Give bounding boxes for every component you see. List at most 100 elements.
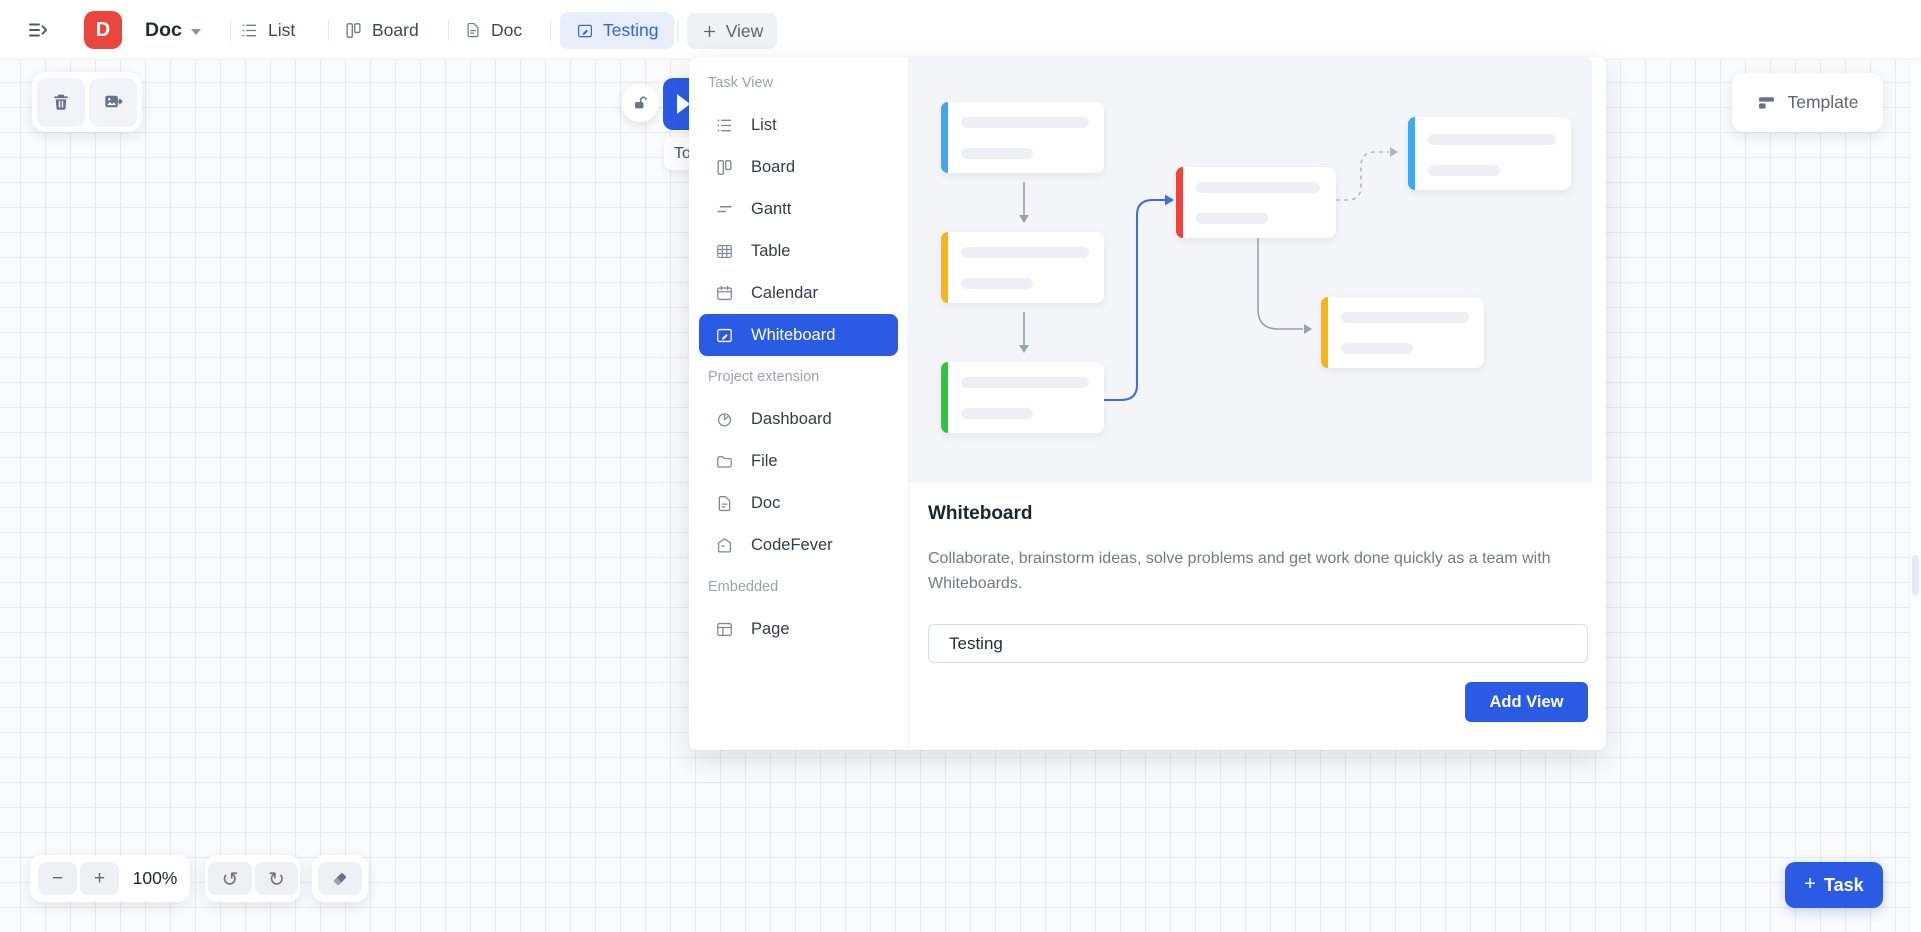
scrollbar-thumb[interactable] xyxy=(1912,555,1919,595)
table-icon xyxy=(715,242,734,261)
menu-item-dashboard[interactable]: Dashboard xyxy=(699,398,898,440)
menu-item-list[interactable]: List xyxy=(699,104,898,146)
plus-icon: + xyxy=(1804,872,1816,895)
preview-card xyxy=(941,102,1104,173)
template-button[interactable]: Template xyxy=(1732,73,1883,132)
view-button-label: View xyxy=(725,20,764,41)
view-type-title: Whiteboard xyxy=(928,503,1033,524)
zoom-in-button[interactable]: + xyxy=(80,862,119,895)
view-type-menu: Task View List Board Gantt Table Calenda… xyxy=(689,57,909,750)
view-name-input[interactable] xyxy=(928,624,1588,663)
eraser-button[interactable] xyxy=(318,862,362,895)
menu-item-label: Calendar xyxy=(751,283,818,302)
canvas-toolbar xyxy=(32,72,142,132)
eraser-icon xyxy=(329,868,351,890)
doc-title-text: Doc xyxy=(145,18,182,41)
menu-item-label: Doc xyxy=(751,493,781,512)
whiteboard-preview-illustration xyxy=(909,57,1592,483)
menu-item-label: Dashboard xyxy=(751,409,832,428)
menu-item-label: File xyxy=(751,451,778,470)
plus-icon xyxy=(701,23,718,40)
zoom-controls: − + 100% xyxy=(30,855,190,902)
preview-card xyxy=(1408,117,1571,190)
list-icon xyxy=(715,116,734,135)
preview-card xyxy=(941,362,1104,433)
export-image-icon xyxy=(102,91,125,114)
tab-testing-active[interactable]: Testing xyxy=(560,12,675,49)
menu-item-file[interactable]: File xyxy=(699,440,898,482)
menu-item-table[interactable]: Table xyxy=(699,230,898,272)
codefever-icon xyxy=(715,536,734,555)
menu-item-label: CodeFever xyxy=(751,535,833,554)
divider xyxy=(677,20,678,41)
list-icon xyxy=(240,21,259,40)
tab-label: Testing xyxy=(603,20,659,40)
trash-icon xyxy=(50,91,72,113)
menu-section-title: Project extension xyxy=(708,369,820,385)
menu-item-label: Table xyxy=(751,241,791,260)
menu-item-page[interactable]: Page xyxy=(699,608,898,650)
export-image-button[interactable] xyxy=(89,77,137,127)
menu-section-title: Task View xyxy=(708,75,774,91)
board-icon xyxy=(344,21,363,40)
gantt-icon xyxy=(715,200,734,219)
menu-item-label: Gantt xyxy=(751,199,792,218)
delete-button[interactable] xyxy=(37,77,85,127)
menu-item-board[interactable]: Board xyxy=(699,146,898,188)
add-view-button[interactable]: Add View xyxy=(1465,682,1588,722)
divider xyxy=(448,20,449,41)
view-type-description: Collaborate, brainstorm ideas, solve pro… xyxy=(928,550,1551,592)
whiteboard-icon xyxy=(576,22,594,40)
expand-sidebar-icon[interactable] xyxy=(24,16,52,44)
top-bar: D Doc List Board Doc Testing View xyxy=(0,0,1921,60)
template-label: Template xyxy=(1787,92,1859,112)
history-controls: ↺ ↻ xyxy=(205,855,300,902)
dashboard-icon xyxy=(715,410,734,429)
menu-item-codefever[interactable]: CodeFever xyxy=(699,524,898,566)
eraser-controls xyxy=(312,855,368,902)
zoom-out-button[interactable]: − xyxy=(38,862,77,895)
menu-item-calendar[interactable]: Calendar xyxy=(699,272,898,314)
doc-icon xyxy=(464,21,482,39)
menu-item-whiteboard-selected[interactable]: Whiteboard xyxy=(699,314,898,356)
preview-card xyxy=(941,232,1104,303)
whiteboard-icon xyxy=(715,326,734,345)
tab-label: Board xyxy=(372,19,419,40)
menu-item-gantt[interactable]: Gantt xyxy=(699,188,898,230)
template-icon xyxy=(1756,92,1777,113)
menu-item-label: Board xyxy=(751,157,796,176)
preview-card xyxy=(1321,297,1484,368)
redo-button[interactable]: ↻ xyxy=(255,862,298,895)
undo-icon: ↺ xyxy=(221,866,239,891)
chevron-down-icon xyxy=(190,28,201,35)
tab-label: List xyxy=(268,19,296,40)
scrollbar-track[interactable] xyxy=(1909,60,1921,932)
menu-section-title: Embedded xyxy=(708,579,779,595)
task-label: Task xyxy=(1823,874,1864,895)
divider xyxy=(230,20,231,41)
menu-item-label: List xyxy=(751,115,777,134)
board-icon xyxy=(715,158,734,177)
unlock-button[interactable] xyxy=(621,84,659,122)
tab-board[interactable]: Board xyxy=(344,12,419,48)
doc-logo[interactable]: D xyxy=(84,11,122,49)
tab-doc[interactable]: Doc xyxy=(464,12,522,48)
divider xyxy=(550,20,551,41)
view-detail-pane: Whiteboard Collaborate, brainstorm ideas… xyxy=(909,57,1606,750)
redo-icon: ↻ xyxy=(268,866,285,891)
preview-connectors xyxy=(1019,147,1398,401)
undo-button[interactable]: ↺ xyxy=(208,862,252,895)
doc-title-dropdown[interactable]: Doc xyxy=(145,0,201,60)
tab-label: Doc xyxy=(491,19,523,40)
tab-list[interactable]: List xyxy=(240,12,295,48)
add-view-menu-button[interactable]: View xyxy=(687,13,777,49)
zoom-level: 100% xyxy=(132,868,178,888)
folder-icon xyxy=(715,452,734,471)
view-dropdown-panel: Task View List Board Gantt Table Calenda… xyxy=(689,57,1606,750)
menu-item-label: Whiteboard xyxy=(751,325,836,344)
preview-card xyxy=(1176,167,1336,238)
page-icon xyxy=(715,620,734,639)
add-task-button[interactable]: + Task xyxy=(1785,862,1883,908)
menu-item-doc[interactable]: Doc xyxy=(699,482,898,524)
menu-item-label: Page xyxy=(751,619,790,638)
